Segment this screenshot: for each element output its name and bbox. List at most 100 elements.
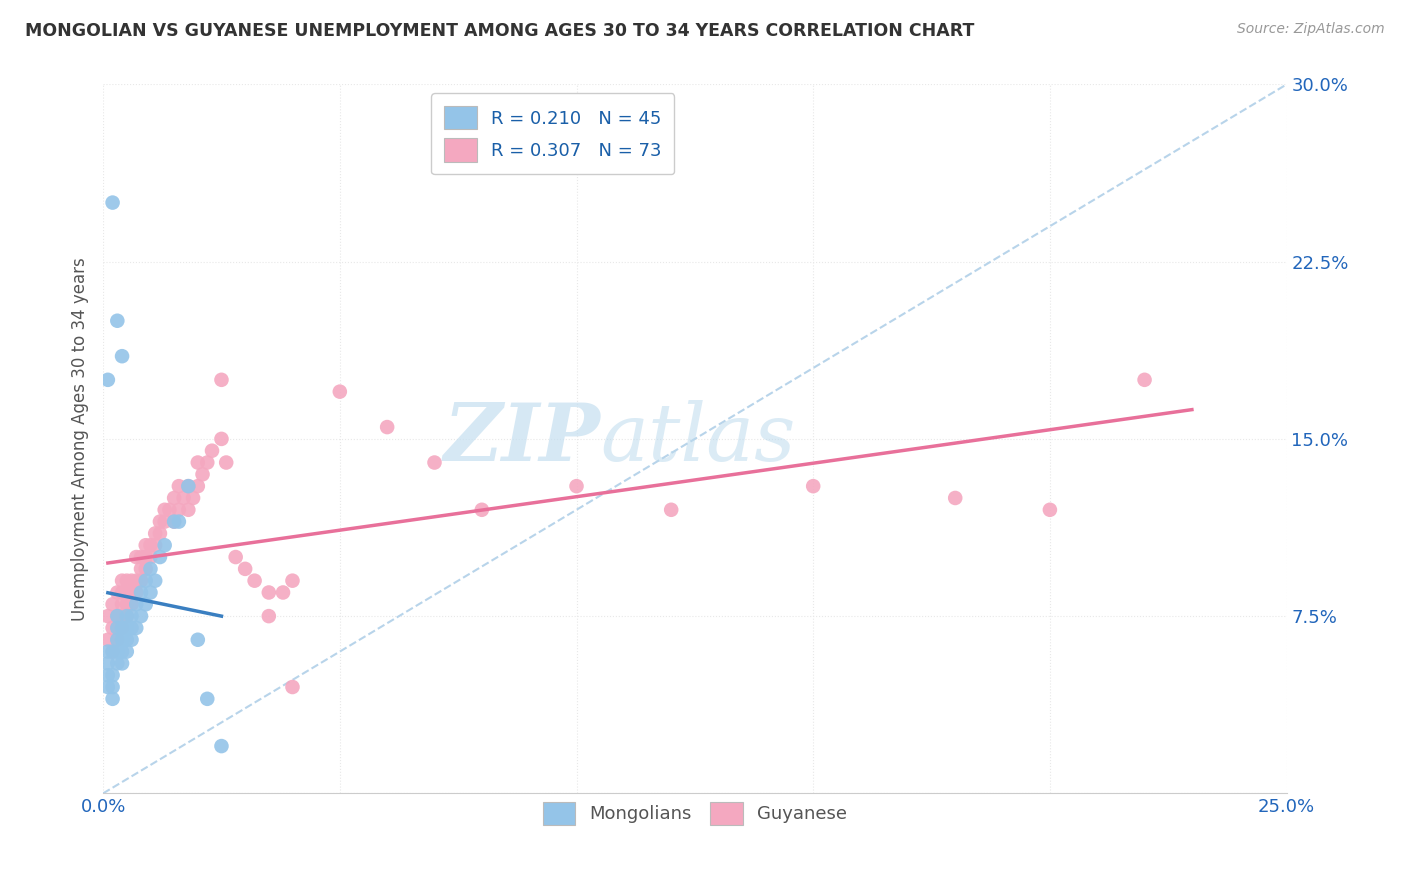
- Legend: Mongolians, Guyanese: Mongolians, Guyanese: [534, 793, 856, 834]
- Point: [149, 549, 172, 564]
- Point: [167, 479, 190, 493]
- Point: [211, 739, 233, 753]
- Point: [115, 585, 138, 599]
- Point: [1133, 373, 1156, 387]
- Point: [143, 538, 166, 552]
- Point: [125, 585, 148, 599]
- Point: [177, 503, 200, 517]
- Point: [111, 585, 134, 599]
- Point: [271, 585, 294, 599]
- Point: [121, 585, 143, 599]
- Point: [139, 549, 162, 564]
- Point: [163, 491, 186, 505]
- Point: [97, 668, 120, 682]
- Point: [105, 314, 128, 328]
- Point: [97, 609, 120, 624]
- Point: [115, 621, 138, 635]
- Point: [139, 585, 162, 599]
- Point: [101, 668, 124, 682]
- Point: [177, 479, 200, 493]
- Point: [129, 609, 152, 624]
- Point: [1039, 503, 1062, 517]
- Point: [115, 574, 138, 588]
- Point: [129, 585, 152, 599]
- Point: [101, 597, 124, 611]
- Point: [149, 515, 172, 529]
- Point: [97, 680, 120, 694]
- Point: [111, 621, 134, 635]
- Point: [943, 491, 966, 505]
- Point: [111, 597, 134, 611]
- Point: [125, 621, 148, 635]
- Point: [163, 515, 186, 529]
- Point: [115, 609, 138, 624]
- Point: [565, 479, 588, 493]
- Point: [187, 456, 209, 470]
- Point: [129, 549, 152, 564]
- Point: [105, 632, 128, 647]
- Point: [135, 562, 157, 576]
- Point: [97, 644, 120, 658]
- Point: [97, 657, 120, 671]
- Point: [105, 621, 128, 635]
- Point: [257, 609, 280, 624]
- Point: [129, 574, 152, 588]
- Point: [115, 597, 138, 611]
- Point: [105, 657, 128, 671]
- Point: [211, 373, 233, 387]
- Point: [111, 621, 134, 635]
- Point: [233, 562, 256, 576]
- Point: [281, 680, 304, 694]
- Y-axis label: Unemployment Among Ages 30 to 34 years: Unemployment Among Ages 30 to 34 years: [72, 257, 89, 621]
- Point: [225, 549, 247, 564]
- Point: [135, 574, 157, 588]
- Point: [143, 574, 166, 588]
- Point: [177, 479, 200, 493]
- Point: [101, 644, 124, 658]
- Point: [125, 549, 148, 564]
- Point: [105, 632, 128, 647]
- Point: [115, 609, 138, 624]
- Point: [121, 574, 143, 588]
- Point: [375, 420, 398, 434]
- Point: [97, 632, 120, 647]
- Point: [243, 574, 266, 588]
- Point: [167, 515, 190, 529]
- Point: [471, 503, 494, 517]
- Point: [135, 597, 157, 611]
- Point: [215, 456, 238, 470]
- Point: [157, 503, 180, 517]
- Text: MONGOLIAN VS GUYANESE UNEMPLOYMENT AMONG AGES 30 TO 34 YEARS CORRELATION CHART: MONGOLIAN VS GUYANESE UNEMPLOYMENT AMONG…: [25, 22, 974, 40]
- Point: [423, 456, 446, 470]
- Point: [211, 432, 233, 446]
- Point: [153, 503, 176, 517]
- Point: [187, 632, 209, 647]
- Point: [101, 644, 124, 658]
- Point: [101, 680, 124, 694]
- Point: [101, 621, 124, 635]
- Point: [181, 491, 204, 505]
- Point: [281, 574, 304, 588]
- Point: [195, 691, 218, 706]
- Point: [201, 443, 224, 458]
- Point: [187, 479, 209, 493]
- Point: [105, 621, 128, 635]
- Point: [659, 503, 682, 517]
- Point: [135, 549, 157, 564]
- Point: [135, 538, 157, 552]
- Point: [801, 479, 824, 493]
- Point: [121, 621, 143, 635]
- Point: [191, 467, 214, 482]
- Point: [115, 632, 138, 647]
- Point: [257, 585, 280, 599]
- Point: [121, 632, 143, 647]
- Point: [163, 515, 186, 529]
- Point: [111, 609, 134, 624]
- Point: [105, 644, 128, 658]
- Point: [121, 597, 143, 611]
- Point: [129, 562, 152, 576]
- Point: [143, 526, 166, 541]
- Point: [105, 585, 128, 599]
- Point: [105, 609, 128, 624]
- Point: [329, 384, 352, 399]
